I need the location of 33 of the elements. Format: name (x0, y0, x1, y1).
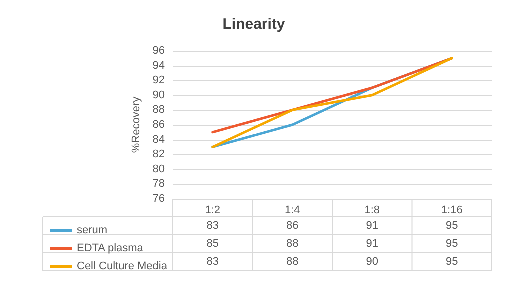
data-label: 85 (206, 238, 219, 250)
y-axis-title: %Recovery (130, 96, 142, 154)
y-tick-label: 76 (152, 193, 165, 205)
data-label: 88 (286, 256, 299, 268)
data-label: 95 (446, 238, 458, 250)
y-tick-label: 94 (152, 60, 165, 72)
y-tick-label: 84 (152, 134, 165, 146)
y-tick-label: 82 (152, 148, 165, 161)
line-series (212, 57, 454, 148)
data-label: 83 (206, 256, 219, 268)
x-tick-label: 1:2 (205, 204, 221, 216)
y-tick-label: 80 (152, 163, 165, 176)
data-label: 88 (286, 238, 299, 250)
y-tick-label: 90 (152, 89, 165, 102)
y-tick-label: 88 (152, 104, 165, 116)
legend-label: serum (77, 224, 108, 236)
legend-label: EDTA plasma (77, 242, 144, 254)
y-tick-label: 96 (152, 45, 165, 57)
data-label: 95 (446, 256, 458, 268)
data-label: 95 (446, 220, 458, 232)
data-label: 90 (366, 256, 378, 268)
legend-label: Cell Culture Media (77, 260, 168, 272)
data-label: 86 (286, 220, 299, 232)
y-tick-label: 78 (152, 178, 165, 190)
data-label: 83 (206, 220, 219, 232)
x-tick-label: 1:4 (284, 204, 300, 216)
y-tick-label: 92 (152, 74, 165, 87)
data-label: 91 (366, 238, 378, 250)
x-tick-label: 1:16 (441, 204, 463, 216)
chart-title: Linearity (222, 16, 286, 33)
x-tick-label: 1:8 (364, 204, 380, 216)
data-label: 91 (366, 220, 378, 232)
y-tick-label: 86 (152, 119, 165, 131)
